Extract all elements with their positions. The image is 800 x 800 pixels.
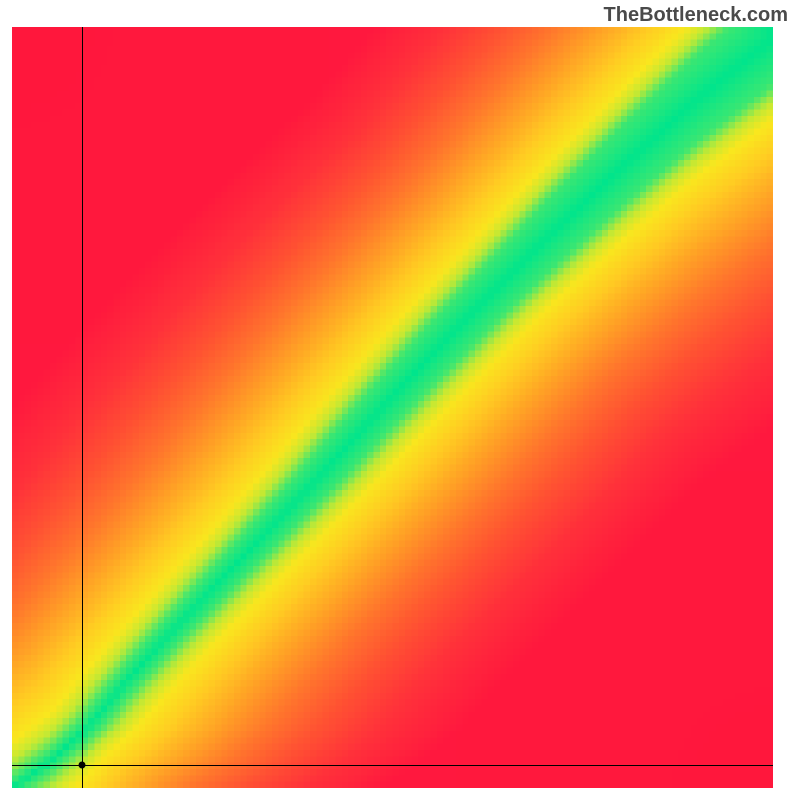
heatmap-canvas — [12, 27, 773, 788]
watermark-text: TheBottleneck.com — [604, 4, 788, 27]
crosshair-marker — [79, 762, 86, 769]
crosshair-horizontal — [12, 765, 773, 766]
heatmap-plot — [12, 27, 773, 788]
crosshair-vertical — [82, 27, 83, 788]
